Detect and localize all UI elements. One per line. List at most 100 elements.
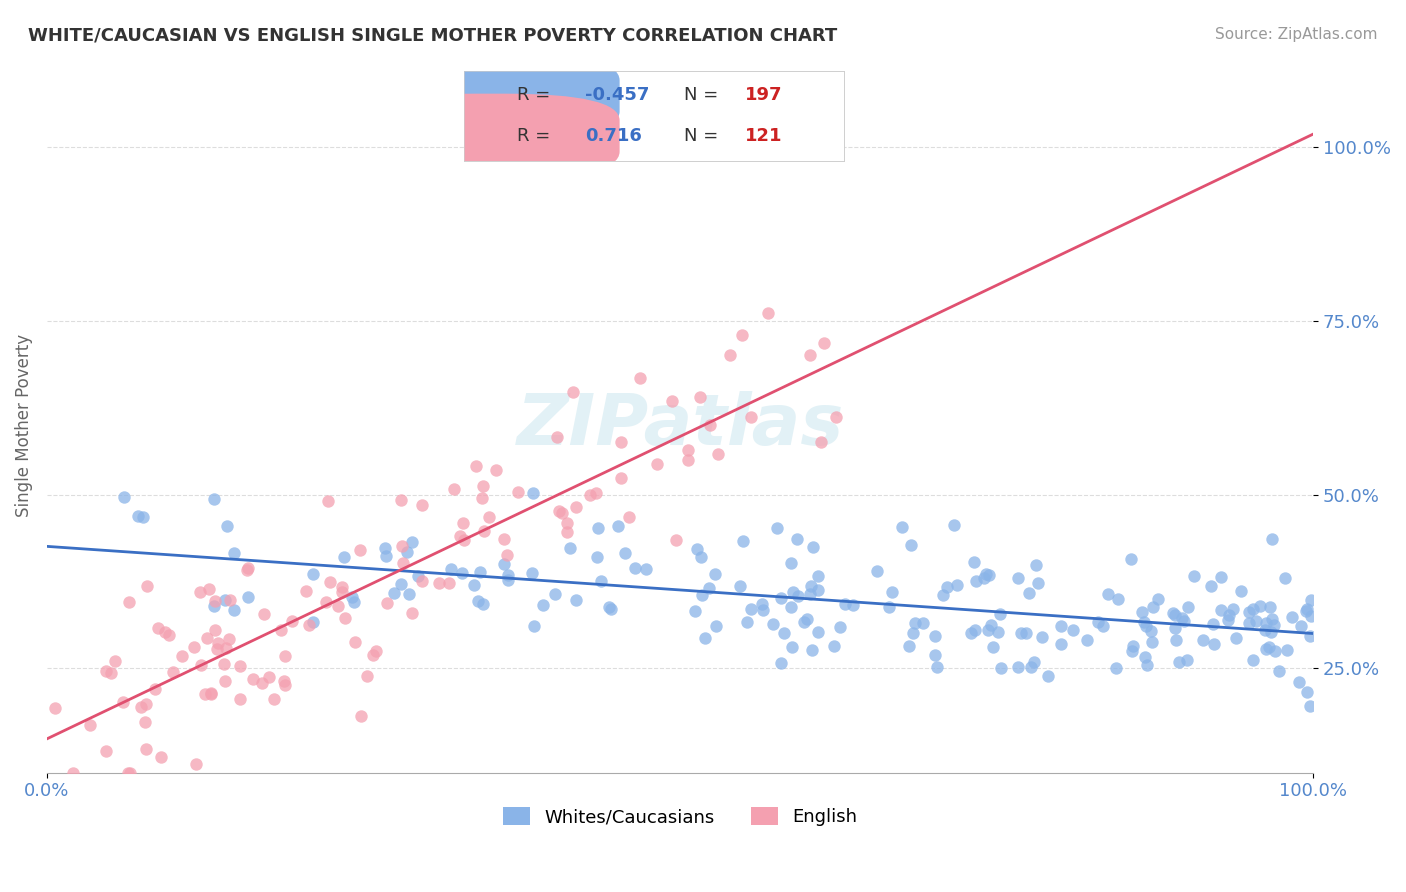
Point xyxy=(104,654,127,668)
Point xyxy=(704,619,727,633)
Point xyxy=(810,435,832,450)
Point xyxy=(520,566,543,581)
Point xyxy=(697,581,720,595)
Point xyxy=(392,557,415,571)
Point xyxy=(1019,659,1042,673)
Point xyxy=(823,640,845,654)
Point xyxy=(401,607,423,621)
Point xyxy=(117,765,139,780)
Point xyxy=(236,563,259,577)
Point xyxy=(1168,656,1191,670)
Point xyxy=(699,418,721,433)
Point xyxy=(471,598,494,612)
Point xyxy=(94,664,117,678)
Point xyxy=(281,614,304,628)
Point xyxy=(374,541,396,555)
Point xyxy=(1026,576,1049,591)
Point xyxy=(807,569,830,583)
Point xyxy=(1140,635,1163,649)
Point xyxy=(901,625,924,640)
Point xyxy=(800,579,823,593)
Point xyxy=(1202,617,1225,632)
Point xyxy=(977,623,1000,637)
Point xyxy=(443,482,465,496)
Point xyxy=(1225,632,1247,646)
Text: 121: 121 xyxy=(745,127,782,145)
Point xyxy=(911,615,934,630)
Point xyxy=(207,642,229,657)
Point xyxy=(467,594,489,608)
Point xyxy=(564,593,586,607)
Point xyxy=(1133,649,1156,664)
Point xyxy=(100,665,122,680)
Point xyxy=(1164,621,1187,635)
Point xyxy=(118,765,141,780)
Point xyxy=(1091,619,1114,633)
Point xyxy=(200,686,222,700)
Point xyxy=(589,574,612,588)
Point xyxy=(1050,618,1073,632)
Point xyxy=(157,627,180,641)
Point xyxy=(1237,606,1260,620)
Point xyxy=(1239,616,1261,631)
Point xyxy=(468,565,491,579)
Point xyxy=(451,516,474,530)
Point xyxy=(330,585,353,599)
Point xyxy=(496,573,519,587)
Point xyxy=(752,603,775,617)
Point xyxy=(184,757,207,772)
Point xyxy=(1299,629,1322,643)
Point xyxy=(494,533,516,547)
Point xyxy=(427,576,450,591)
Point xyxy=(522,486,544,500)
Point xyxy=(946,578,969,592)
Point xyxy=(118,594,141,608)
Point xyxy=(1147,591,1170,606)
Point xyxy=(796,612,818,626)
Point xyxy=(1133,615,1156,629)
Point xyxy=(555,516,578,531)
Point xyxy=(135,741,157,756)
Point xyxy=(228,692,250,706)
Point xyxy=(1263,617,1285,632)
Point xyxy=(773,625,796,640)
Point xyxy=(866,564,889,578)
Point xyxy=(214,657,236,671)
Point xyxy=(143,681,166,696)
Point xyxy=(375,596,398,610)
Point xyxy=(391,539,413,553)
Text: N =: N = xyxy=(685,87,718,104)
Point xyxy=(1007,571,1029,585)
Point xyxy=(1218,607,1240,622)
Point xyxy=(315,595,337,609)
Point xyxy=(253,607,276,622)
Point xyxy=(1076,633,1098,648)
Point xyxy=(531,598,554,612)
Point xyxy=(1244,614,1267,628)
Point xyxy=(375,549,398,564)
Point xyxy=(342,590,364,604)
Point xyxy=(389,493,412,508)
Point xyxy=(1010,625,1032,640)
Point xyxy=(1173,614,1195,628)
Point xyxy=(981,640,1004,655)
Point xyxy=(396,545,419,559)
Point xyxy=(1222,602,1244,616)
Point xyxy=(453,533,475,548)
Point xyxy=(349,542,371,557)
Point xyxy=(740,409,762,424)
Point xyxy=(1007,660,1029,674)
Point xyxy=(224,602,246,616)
Point xyxy=(588,520,610,534)
Point xyxy=(1014,625,1036,640)
Text: -0.457: -0.457 xyxy=(585,87,650,104)
Point xyxy=(898,639,921,653)
Point xyxy=(557,524,579,539)
Point xyxy=(877,600,900,615)
Point xyxy=(1119,551,1142,566)
Point xyxy=(707,448,730,462)
Point xyxy=(690,588,713,602)
Point xyxy=(134,714,156,729)
Point xyxy=(335,610,357,624)
Point xyxy=(188,585,211,599)
